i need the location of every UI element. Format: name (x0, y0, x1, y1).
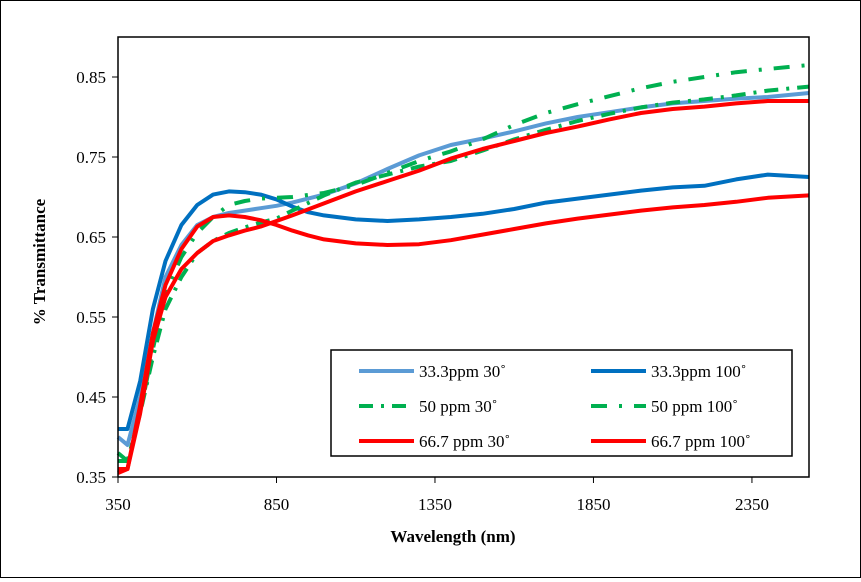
series-line-3 (118, 84, 810, 463)
x-axis-title: Wavelength (nm) (390, 527, 515, 546)
legend-label-1: 33.3ppm 30˚ (419, 362, 506, 381)
x-tick-label: 2350 (735, 495, 769, 514)
plot-area (117, 36, 810, 478)
series-line-6 (118, 193, 810, 471)
legend: 33.3ppm 30˚ 33.3ppm 100˚ 50 ppm 30˚ 50 ppm … (330, 349, 793, 457)
series-line-5 (117, 99, 809, 475)
y-tick-label: 0.75 (76, 148, 106, 167)
legend-label-6: 66.7 ppm 100˚ (651, 432, 751, 451)
legend-label-3: 50 ppm 30˚ (419, 397, 497, 416)
legend-box (330, 349, 793, 457)
series-line-2 (118, 172, 810, 431)
legend-label-2: 33.3ppm 100˚ (651, 362, 746, 381)
legend-label-5: 66.7 ppm 30˚ (419, 432, 510, 451)
ticks-layer: 350 850 1350 1850 2350 0.35 0.45 0.55 0.65 0.75 0.… (76, 68, 769, 514)
y-tick-label: 0.55 (76, 308, 106, 327)
x-tick-label: 850 (264, 495, 290, 514)
y-tick-label: 0.85 (76, 68, 106, 87)
y-axis-title: % Transmittance (30, 198, 49, 325)
y-tick-label: 0.65 (76, 228, 106, 247)
x-tick-label: 1350 (418, 495, 452, 514)
y-tick-label: 0.45 (76, 388, 106, 407)
y-tick-label: 0.35 (76, 468, 106, 487)
series-line-4 (116, 63, 810, 463)
x-tick-label: 1850 (576, 495, 610, 514)
series-layer (116, 63, 810, 475)
x-tick-label: 350 (105, 495, 131, 514)
legend-label-4: 50 ppm 100˚ (651, 397, 738, 416)
